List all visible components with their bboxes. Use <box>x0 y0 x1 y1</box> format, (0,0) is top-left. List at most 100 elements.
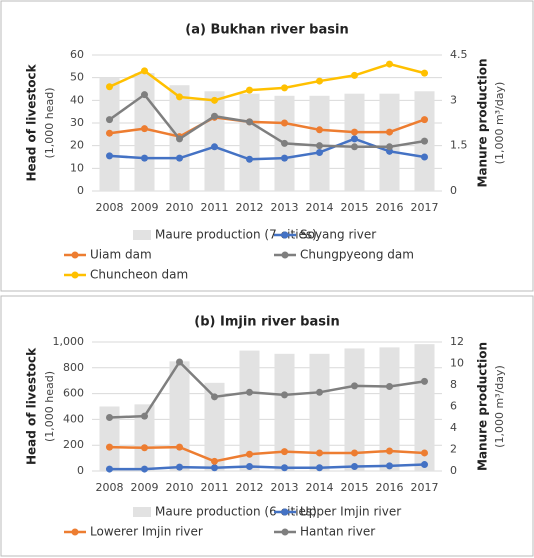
marker <box>351 462 358 470</box>
marker <box>246 86 253 94</box>
legend-label: Maure production (7 cities) <box>155 228 317 242</box>
bar <box>274 353 295 471</box>
y-axis-title: Head of livestock <box>25 63 39 181</box>
panel-border <box>0 0 534 292</box>
marker <box>211 143 218 151</box>
marker <box>246 388 253 396</box>
marker <box>281 464 288 472</box>
y-tick-label: 40 <box>70 93 84 106</box>
marker <box>386 462 393 470</box>
bar <box>99 406 120 471</box>
marker <box>351 135 358 143</box>
y-tick-label: 400 <box>63 412 84 425</box>
x-tick-label: 2008 <box>96 481 124 494</box>
marker <box>106 413 113 421</box>
y-tick-label: 20 <box>70 139 84 152</box>
marker <box>386 128 393 136</box>
marker <box>106 465 113 473</box>
y2-tick-label: 4 <box>450 421 457 434</box>
legend-label: Soyang river <box>300 228 376 242</box>
y2-tick-label: 0 <box>450 184 457 197</box>
y2-axis-unit: (1,000 m³/day) <box>493 82 506 165</box>
marker <box>211 112 218 120</box>
bar <box>134 404 155 471</box>
marker <box>176 154 183 162</box>
marker <box>281 448 288 456</box>
series-line <box>109 445 425 463</box>
bar <box>344 348 365 471</box>
y-axis-unit: (1,000 head) <box>43 87 56 158</box>
marker <box>316 77 323 85</box>
legend-swatch <box>133 230 151 240</box>
marker <box>386 60 393 68</box>
x-tick-label: 2012 <box>236 481 264 494</box>
marker <box>246 118 253 126</box>
legend-label: Chuncheon dam <box>90 268 188 282</box>
marker <box>211 464 218 472</box>
marker <box>141 412 148 420</box>
marker <box>246 462 253 470</box>
marker <box>386 447 393 455</box>
x-tick-label: 2015 <box>341 481 369 494</box>
marker <box>421 137 428 145</box>
marker <box>106 129 113 137</box>
marker <box>351 143 358 151</box>
marker <box>386 143 393 151</box>
marker <box>351 71 358 79</box>
y-tick-label: 200 <box>63 438 84 451</box>
y2-tick-label: 1.5 <box>450 139 468 152</box>
marker <box>421 461 428 469</box>
y2-tick-label: 12 <box>450 335 464 348</box>
marker <box>246 450 253 458</box>
marker <box>281 154 288 162</box>
marker <box>386 383 393 391</box>
marker <box>421 116 428 124</box>
x-tick-label: 2010 <box>166 481 194 494</box>
y-tick-label: 1,000 <box>53 335 85 348</box>
series-line <box>109 137 425 161</box>
legend-marker <box>71 528 79 536</box>
marker <box>106 443 113 451</box>
marker <box>211 457 218 465</box>
marker <box>106 83 113 91</box>
y2-tick-label: 0 <box>450 464 457 477</box>
marker <box>106 116 113 124</box>
y2-tick-label: 2 <box>450 443 457 456</box>
y2-tick-label: 6 <box>450 400 457 413</box>
y-axis-title: Head of livestock <box>25 347 39 465</box>
marker <box>141 154 148 162</box>
legend-marker <box>281 528 289 536</box>
y-axis-unit: (1,000 head) <box>43 371 56 442</box>
legend-marker <box>71 271 79 279</box>
x-tick-label: 2008 <box>96 201 124 214</box>
y2-axis-unit: (1,000 m³/day) <box>493 365 506 448</box>
marker <box>176 135 183 143</box>
legend-label: Maure production (6 cities) <box>155 505 317 519</box>
x-tick-label: 2014 <box>306 201 334 214</box>
bar <box>204 382 225 471</box>
y-tick-label: 800 <box>63 361 84 374</box>
x-tick-label: 2009 <box>131 481 159 494</box>
x-tick-label: 2009 <box>131 201 159 214</box>
marker <box>141 91 148 99</box>
series-line <box>108 92 425 149</box>
marker <box>316 449 323 457</box>
y-tick-label: 600 <box>63 387 84 400</box>
marker <box>141 125 148 133</box>
legend-marker <box>71 251 79 259</box>
marker <box>316 464 323 472</box>
legend-label: Lowerer Imjin river <box>90 525 203 539</box>
x-tick-label: 2016 <box>376 481 404 494</box>
legend-swatch <box>133 507 151 517</box>
legend-label: Uiam dam <box>90 248 152 262</box>
x-tick-label: 2010 <box>166 201 194 214</box>
series-line <box>109 360 425 419</box>
marker <box>421 377 428 385</box>
y-tick-label: 60 <box>70 48 84 61</box>
marker <box>106 152 113 160</box>
marker <box>281 391 288 399</box>
marker <box>316 142 323 150</box>
bar <box>204 91 225 191</box>
chart-title: (b) Imjin river basin <box>194 315 339 330</box>
